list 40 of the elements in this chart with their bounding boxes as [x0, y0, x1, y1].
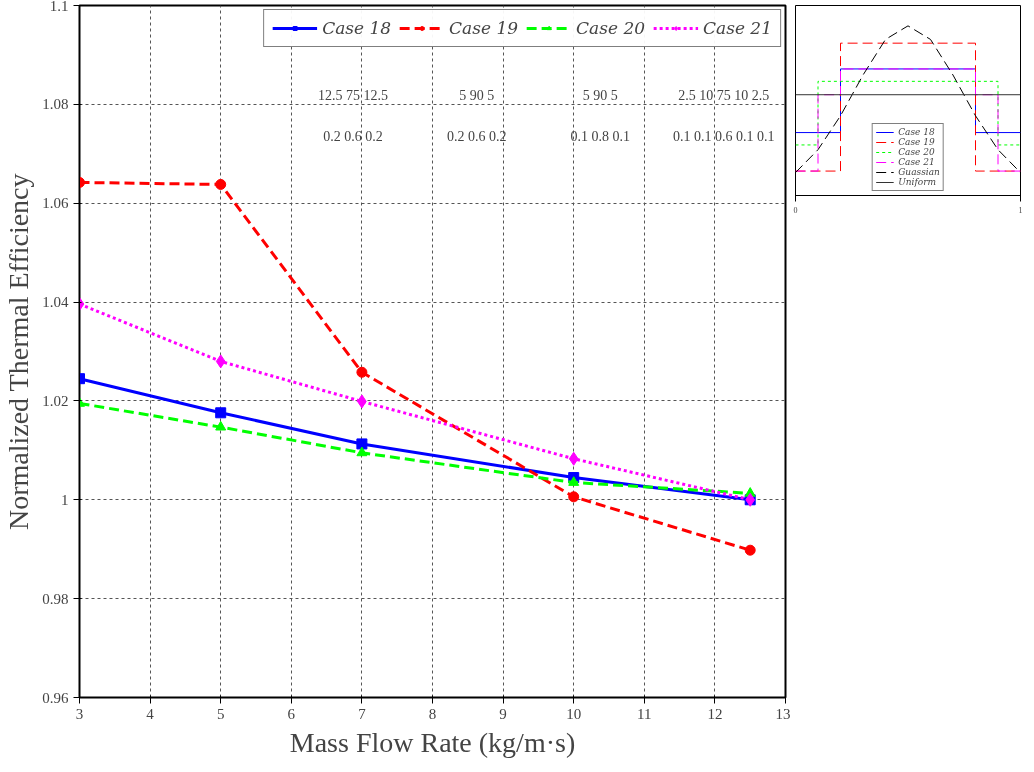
annotation: 0.2 0.6 0.2 [446, 129, 507, 145]
x-tick-label: 3 [75, 705, 84, 722]
x-tick-label: 5 [216, 705, 225, 722]
y-tick-label: 1 [61, 491, 69, 508]
legend-label: Case 19 [449, 18, 519, 38]
y-tick-label: 1.1 [49, 0, 69, 14]
y-tick-label: 1.06 [42, 195, 69, 212]
annotation: 0.1 0.8 0.1 [570, 129, 630, 145]
annotation: 2.5 10 75 10 2.5 [678, 87, 770, 103]
y-tick-label: 0.98 [42, 590, 69, 607]
annotation: 0.1 0.1 0.6 0.1 0.1 [672, 129, 775, 145]
legend-label: Case 21 [898, 157, 935, 167]
x-tick-label: 9 [499, 705, 507, 722]
x-tick-label: 7 [358, 705, 367, 722]
y-tick-label: 1.02 [42, 392, 69, 409]
x-axis-title: Mass Flow Rate (kg/m·s) [289, 726, 576, 758]
legend-label: Case 21 [703, 18, 772, 38]
annotation: 12.5 75 12.5 [318, 87, 389, 103]
annotation: 0.2 0.6 0.2 [323, 129, 383, 145]
x-tick-label: 4 [146, 705, 155, 722]
x-tick-label: 0 [793, 205, 798, 215]
x-tick-label: 12 [707, 705, 723, 722]
annotation: 5 90 5 [459, 87, 495, 103]
x-tick-label: 13 [775, 705, 791, 722]
x-tick-label: 10 [566, 705, 582, 722]
y-tick-label: 1.04 [42, 294, 69, 311]
legend-label: Case 19 [898, 137, 935, 147]
y-tick-label: 0.96 [42, 689, 69, 706]
legend-label: Case 20 [576, 18, 646, 38]
x-tick-label: 8 [428, 705, 437, 722]
x-tick-label: 11 [637, 705, 652, 722]
legend-label: Case 18 [898, 127, 935, 137]
legend-label: Uniform [898, 177, 937, 187]
legend-label: Case 18 [322, 18, 392, 38]
y-tick-label: 1.08 [42, 96, 69, 113]
x-tick-label: 6 [287, 705, 296, 722]
y-axis-title: Normalized Thermal Efficiency [3, 173, 35, 531]
legend-label: Case 20 [898, 147, 935, 157]
legend-label: Guassian [898, 167, 940, 177]
annotation: 5 90 5 [582, 87, 618, 103]
